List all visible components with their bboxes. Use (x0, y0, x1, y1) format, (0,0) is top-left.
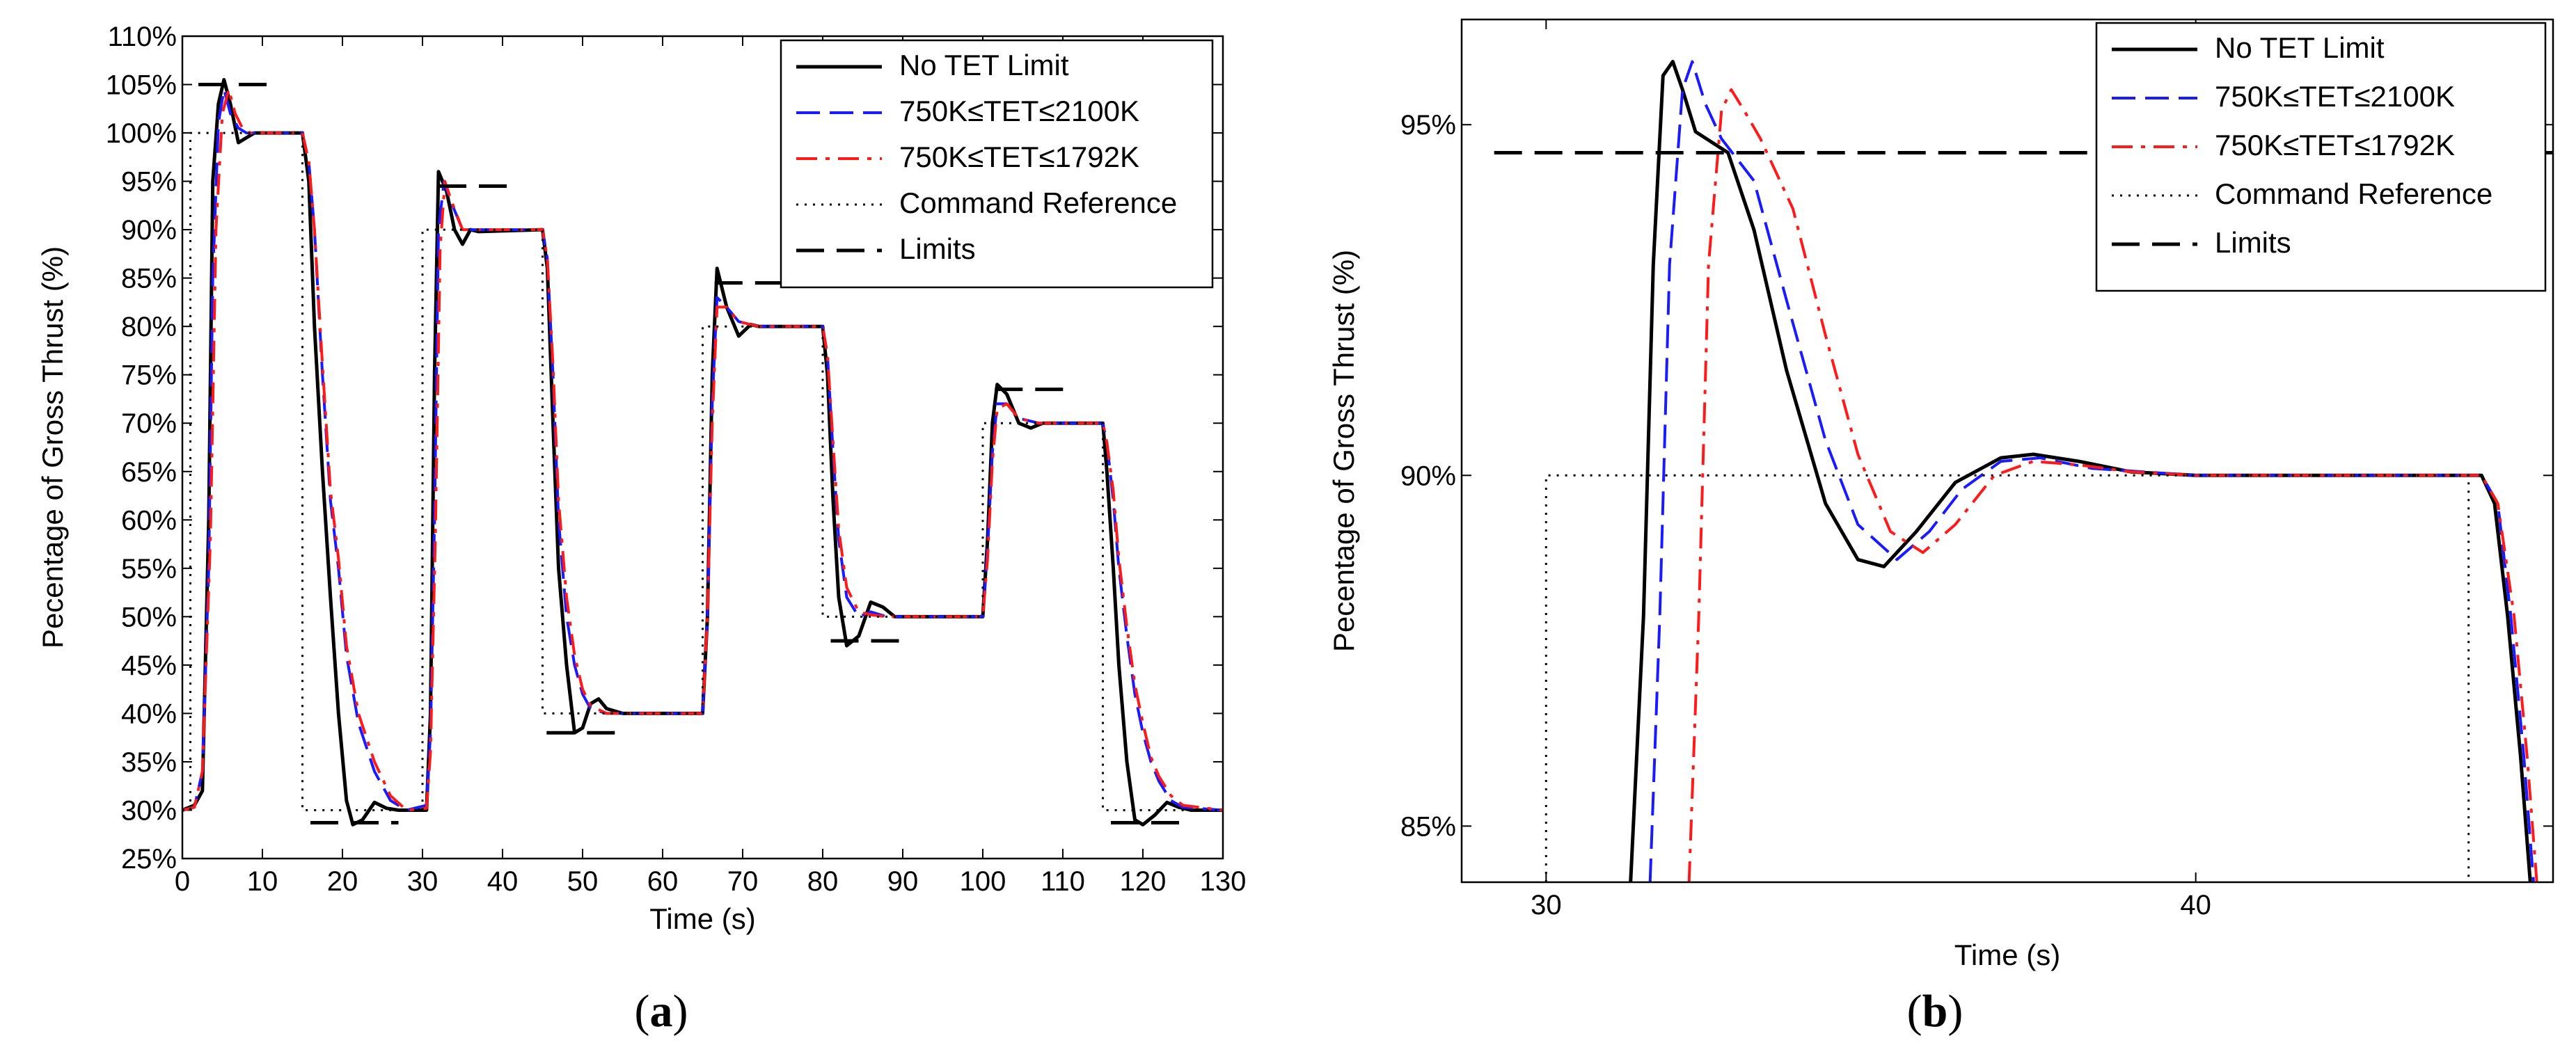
x-tick-label: 30 (1531, 890, 1562, 920)
legend: No TET Limit 750K≤TET≤2100K 750K≤TET≤1792K… (2095, 22, 2547, 292)
x-axis-label: Time (s) (649, 902, 755, 935)
y-tick-label: 110% (108, 22, 177, 52)
plot-frame (1460, 18, 2554, 884)
y-axis-label: Pecentage of Gross Thrust (%) (36, 246, 69, 648)
x-tick-label: 80 (807, 866, 839, 897)
x-tick-label: 20 (327, 866, 358, 897)
x-tick-label: 130 (1200, 866, 1247, 897)
x-tick-label: 110 (1041, 866, 1085, 897)
y-tick-label: 35% (121, 747, 177, 778)
series-line-dashdot (1687, 88, 2538, 882)
legend-box (2095, 22, 2547, 292)
y-tick-label: 55% (121, 554, 177, 584)
x-tick-label: 70 (727, 866, 759, 897)
y-tick-label: 90% (1400, 461, 1456, 491)
legend-entry: 750K≤TET≤2100K (2215, 80, 2455, 113)
y-tick-label: 105% (106, 70, 177, 101)
y-tick-label: 60% (121, 505, 177, 536)
y-tick-label: 95% (121, 167, 177, 198)
panel-label: (a) (635, 986, 688, 1037)
y-tick-label: 75% (121, 360, 177, 391)
y-tick-label: 80% (121, 312, 177, 342)
y-tick-label: 90% (121, 215, 177, 246)
panel-label: (b) (1907, 986, 1963, 1037)
plot-frame (181, 35, 1224, 860)
panel-a: 0 10 20 30 40 50 60 70 80 90 100 110 120 130 25% 30% 35%… (36, 22, 1246, 1037)
legend-entry: Limits (899, 232, 976, 265)
legend-entry: No TET Limit (899, 49, 1069, 81)
legend-entry: 750K≤TET≤1792K (899, 141, 1139, 173)
series-line-solid (1629, 60, 2532, 882)
legend-entry: No TET Limit (2215, 31, 2385, 64)
legend-entry: 750K≤TET≤2100K (899, 95, 1139, 127)
x-tick-label: 90 (887, 866, 919, 897)
series-group (1494, 60, 2553, 882)
legend-entry: Command Reference (899, 186, 1177, 219)
y-tick-label: 45% (121, 651, 177, 681)
x-tick-label: 40 (2180, 890, 2211, 920)
series-group (182, 78, 1223, 827)
y-tick-label: 40% (121, 699, 177, 729)
x-tick-label: 30 (407, 866, 438, 897)
x-tick-label: 40 (487, 866, 519, 897)
y-tick-label: 50% (121, 602, 177, 632)
y-tick-label: 85% (1400, 811, 1456, 842)
legend-box (780, 39, 1214, 289)
x-tick-label: 50 (567, 866, 599, 897)
series-line-solid (182, 78, 1223, 827)
legend: No TET Limit 750K≤TET≤2100K 750K≤TET≤1792K… (780, 39, 1214, 289)
y-tick-label: 70% (121, 408, 177, 439)
y-tick-label: 30% (121, 795, 177, 826)
x-axis-label: Time (s) (1954, 939, 2060, 971)
y-tick-label: 25% (121, 844, 177, 875)
panel-b: 30 40 85% 90% 95% Time (s) Pecentage of Gross … (1327, 18, 2554, 1037)
y-tick-label: 95% (1400, 110, 1456, 141)
series-line-dotted (182, 131, 1223, 811)
x-tick-label: 60 (647, 866, 679, 897)
legend-entry: Command Reference (2215, 177, 2492, 210)
legend-entry: Limits (2215, 226, 2291, 259)
y-axis-label: Pecentage of Gross Thrust (%) (1327, 250, 1360, 652)
x-tick-label: 100 (960, 866, 1006, 897)
series-line-dashdot (182, 88, 1223, 812)
x-tick-label: 120 (1120, 866, 1167, 897)
x-tick-label: 10 (247, 866, 278, 897)
legend-entry: 750K≤TET≤1792K (2215, 129, 2455, 161)
y-tick-label: 65% (121, 457, 177, 488)
x-tick-label: 0 (175, 866, 190, 897)
y-tick-label: 85% (121, 264, 177, 294)
y-tick-label: 100% (106, 118, 177, 149)
